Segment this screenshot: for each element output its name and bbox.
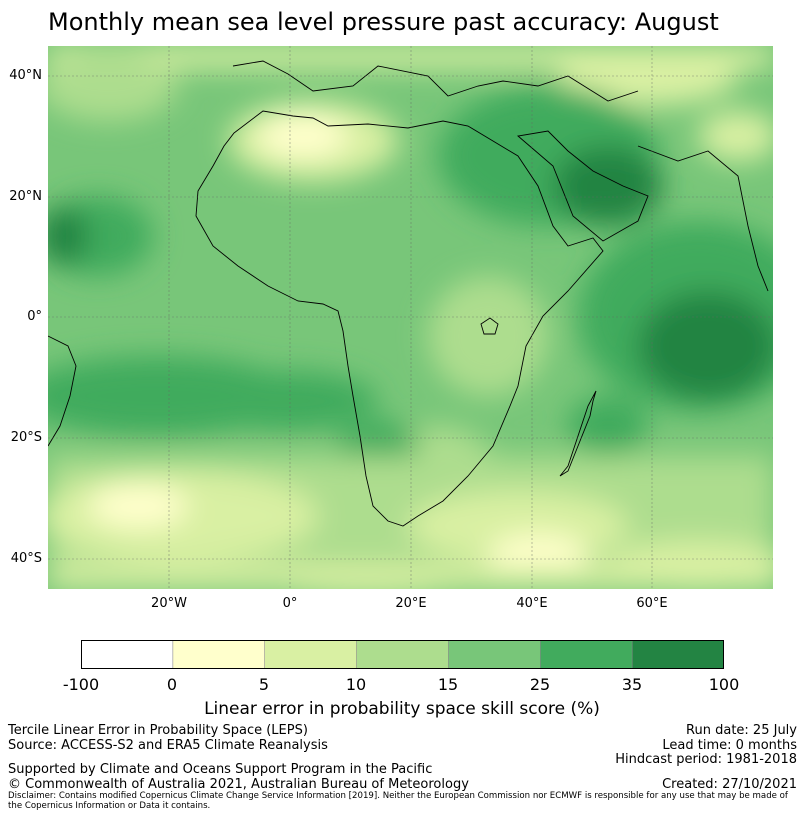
footer-supported: Supported by Climate and Oceans Support … [8,762,433,777]
coast-india-iran [637,145,769,292]
colorbar-tick: 5 [258,675,270,694]
lon-label-20e: 20°E [395,596,427,611]
colorbar [81,640,724,669]
colorbar-segment [632,640,724,669]
lon-label-60e: 60°E [636,596,668,611]
colorbar-segment [172,640,266,669]
coast-europe [232,60,639,102]
footer-hindcast: Hindcast period: 1981-2018 [615,752,797,767]
skill-map [48,46,773,589]
coast-madagascar [559,390,597,477]
colorbar-label: Linear error in probability space skill … [204,699,600,719]
footer-copyright: © Commonwealth of Australia 2021, Austra… [8,777,469,792]
colorbar-tick: 35 [621,675,643,694]
lat-label-40n: 40°N [9,68,42,83]
footer-created: Created: 27/10/2021 [662,777,797,792]
colorbar-tick: 25 [529,675,551,694]
lon-label-0: 0° [282,596,298,611]
footer-disclaimer: Disclaimer: Contains modified Copernicus… [8,791,788,811]
lat-label-0: 0° [27,309,42,324]
lon-label-40e: 40°E [516,596,548,611]
lat-label-40s: 40°S [10,551,42,566]
footer-source: Source: ACCESS-S2 and ERA5 Climate Reana… [8,738,328,753]
chart-title: Monthly mean sea level pressure past acc… [48,8,719,36]
lon-label-20w: 20°W [151,596,187,611]
colorbar-tick: 100 [708,675,740,694]
gridlines [48,46,773,589]
lat-label-20n: 20°N [9,189,42,204]
colorbar-tick: 10 [345,675,367,694]
footer-method: Tercile Linear Error in Probability Spac… [8,723,308,738]
colorbar-segment [448,640,541,669]
colorbar-segment [81,640,174,669]
colorbar-segment [356,640,449,669]
colorbar-tick: -100 [62,675,100,694]
colorbar-tick: 0 [166,675,178,694]
colorbar-segment [540,640,633,669]
colorbar-segment [264,640,358,669]
coast-africa [195,110,604,527]
lat-label-20s: 20°S [10,430,42,445]
coastlines [48,60,769,527]
coast-south-america [48,335,77,447]
colorbar-tick: 15 [437,675,459,694]
footer-lead-time: Lead time: 0 months [662,738,797,753]
map-canvas [48,46,773,589]
footer-run-date: Run date: 25 July [686,723,797,738]
coast-arabia [516,130,649,242]
lake-victoria [480,317,499,335]
